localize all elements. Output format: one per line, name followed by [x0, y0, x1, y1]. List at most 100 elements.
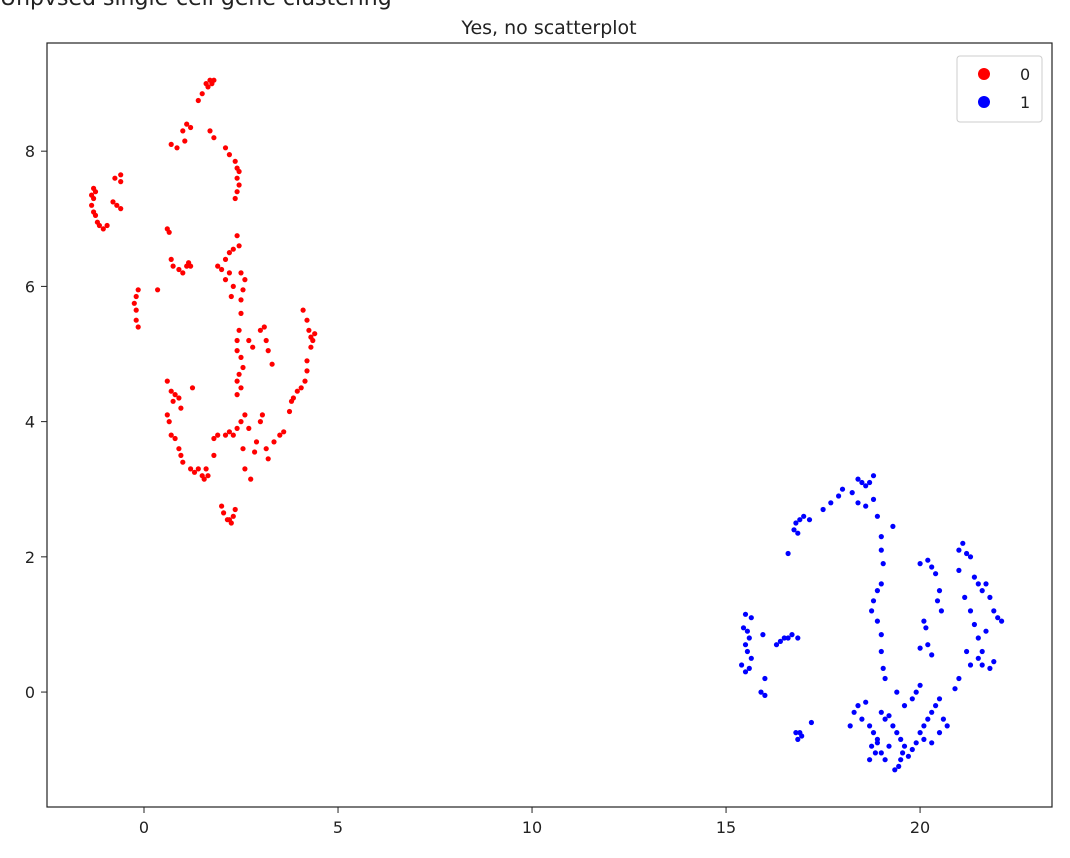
point-s1-88	[987, 665, 993, 672]
point-s1-123	[867, 723, 873, 729]
point-s0-103	[286, 408, 293, 415]
point-s0-81	[234, 392, 240, 398]
point-s1-9	[820, 506, 826, 513]
point-s1-77	[975, 581, 981, 587]
point-s0-77	[240, 364, 246, 371]
point-s1-84	[983, 628, 989, 634]
point-s1-48	[762, 692, 768, 699]
y-tick-label-4: 4	[25, 413, 35, 432]
point-s0-74	[234, 337, 240, 344]
point-s1-64	[936, 588, 943, 594]
point-s0-91	[306, 327, 312, 333]
point-s0-109	[178, 405, 184, 411]
point-s1-11	[863, 503, 869, 509]
point-s0-13	[207, 128, 213, 134]
point-s1-33	[806, 517, 813, 523]
point-s0-65	[238, 310, 244, 316]
point-s0-83	[250, 344, 256, 350]
point-s0-59	[230, 283, 236, 289]
point-s0-147	[219, 503, 225, 509]
point-s0-115	[176, 446, 182, 452]
point-s1-105	[901, 743, 908, 749]
point-s0-145	[277, 432, 283, 438]
point-s0-35	[118, 172, 124, 178]
series-0	[89, 77, 318, 526]
point-s0-51	[219, 266, 225, 273]
point-s0-88	[269, 361, 275, 367]
point-s1-23	[878, 648, 884, 655]
point-s1-57	[799, 733, 805, 739]
point-s0-76	[238, 354, 244, 360]
point-s1-114	[925, 716, 931, 722]
point-s0-63	[240, 287, 246, 293]
point-s1-4	[870, 473, 877, 479]
point-s0-72	[155, 287, 161, 293]
point-s1-120	[909, 696, 915, 702]
point-s0-25	[92, 189, 99, 195]
point-s1-17	[878, 581, 884, 587]
point-s0-98	[302, 378, 308, 384]
point-s0-4	[205, 84, 211, 90]
point-s1-29	[801, 513, 807, 519]
point-s1-59	[808, 719, 815, 726]
point-s0-137	[248, 476, 254, 482]
point-s0-15	[222, 145, 229, 151]
x-tick-label-0: 0	[139, 818, 149, 837]
point-s1-119	[913, 689, 919, 695]
point-s0-140	[257, 419, 263, 425]
point-s1-128	[867, 757, 873, 763]
plot-frame	[46, 42, 1053, 808]
point-s0-122	[201, 476, 207, 482]
point-s1-16	[880, 561, 886, 567]
point-s0-3	[211, 77, 217, 83]
point-s0-22	[234, 189, 240, 195]
point-s1-7	[836, 493, 842, 499]
point-s0-84	[257, 327, 263, 333]
point-s0-142	[263, 446, 269, 452]
point-s1-46	[762, 675, 768, 682]
point-s1-116	[933, 703, 939, 709]
point-s1-122	[894, 689, 900, 695]
legend-marker-1	[978, 96, 990, 108]
series-1	[739, 473, 1005, 773]
point-s1-126	[869, 743, 875, 749]
point-s1-49	[773, 642, 780, 648]
point-s0-118	[188, 466, 194, 472]
point-s0-21	[236, 182, 242, 188]
point-s0-89	[300, 307, 306, 313]
point-s0-108	[176, 395, 182, 401]
y-tick-label-0: 0	[25, 683, 35, 702]
point-s1-133	[863, 699, 869, 705]
point-s1-63	[933, 571, 939, 577]
point-s1-52	[785, 635, 791, 641]
point-s1-131	[847, 723, 853, 729]
point-s1-93	[971, 621, 978, 628]
point-s1-143	[874, 740, 881, 746]
point-s0-32	[96, 222, 102, 229]
point-s0-153	[226, 517, 232, 523]
point-s1-80	[987, 594, 993, 601]
point-s1-112	[917, 730, 923, 736]
point-s0-73	[236, 327, 242, 333]
point-s0-44	[170, 263, 176, 269]
point-s1-61	[925, 557, 931, 563]
point-s1-68	[923, 625, 929, 631]
point-s0-138	[252, 449, 258, 455]
point-s1-45	[760, 632, 766, 638]
point-s1-86	[975, 655, 981, 661]
point-s1-25	[882, 675, 888, 682]
y-tick-label-2: 2	[25, 548, 35, 567]
point-s1-27	[793, 520, 799, 526]
scatter-marks	[89, 77, 1005, 773]
point-s0-68	[131, 300, 137, 306]
point-s1-82	[995, 615, 1001, 621]
point-s1-79	[983, 581, 989, 587]
point-s0-128	[222, 432, 229, 438]
point-s0-56	[236, 243, 242, 249]
point-s1-136	[886, 743, 892, 749]
point-s1-83	[999, 618, 1005, 624]
point-s0-148	[221, 510, 227, 516]
point-s1-101	[886, 713, 892, 719]
point-s1-5	[849, 490, 855, 496]
point-s1-20	[869, 608, 875, 614]
